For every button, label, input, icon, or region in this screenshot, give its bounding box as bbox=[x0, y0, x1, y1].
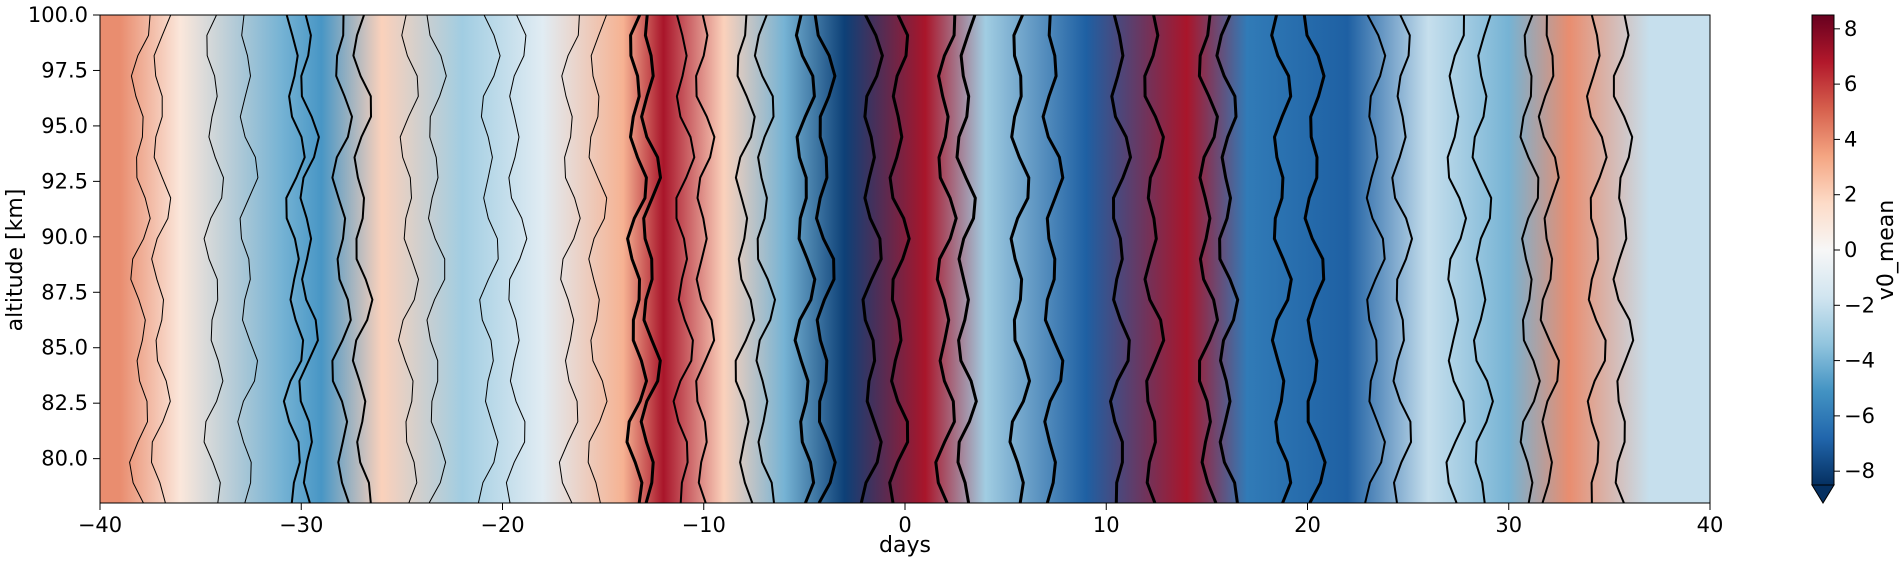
contour-line bbox=[237, 15, 259, 503]
x-tick-label: −10 bbox=[682, 513, 726, 537]
y-tick-label: 95.0 bbox=[41, 114, 88, 138]
contour-line bbox=[1108, 15, 1133, 503]
y-tick-label: 85.0 bbox=[41, 336, 88, 360]
x-tick-label: 30 bbox=[1495, 513, 1522, 537]
heatmap-field bbox=[100, 15, 1710, 503]
y-axis: 80.0 82.5 85.0 87.5 90.0 92.5 95.0 97.5 100.0 bbox=[28, 3, 100, 471]
contour-line bbox=[1215, 15, 1240, 503]
contour-line bbox=[955, 15, 978, 503]
x-tick-label: 10 bbox=[1093, 513, 1120, 537]
y-tick-label: 92.5 bbox=[41, 169, 88, 193]
contour-line bbox=[129, 15, 151, 503]
contour-line bbox=[1008, 15, 1032, 503]
colorbar-bar bbox=[1811, 14, 1835, 486]
contour-line bbox=[734, 15, 756, 503]
contour-line bbox=[1197, 15, 1220, 503]
contour-line bbox=[505, 15, 528, 503]
contour-line bbox=[426, 15, 447, 503]
contour-line bbox=[934, 15, 958, 503]
contour-line bbox=[753, 15, 777, 503]
contour-line bbox=[1302, 15, 1327, 503]
colorbar-extend-triangle bbox=[1811, 484, 1835, 504]
contour-line bbox=[625, 15, 649, 503]
contour-line bbox=[1519, 15, 1541, 503]
colorbar-tick-label: 6 bbox=[1844, 72, 1857, 96]
x-tick-label: 40 bbox=[1697, 513, 1724, 537]
colorbar-label: v0_mean bbox=[1874, 200, 1899, 300]
contour-line bbox=[859, 15, 884, 503]
y-tick-label: 97.5 bbox=[41, 58, 88, 82]
colorbar-ticks: −8 −6 −4 −2 0 2 4 6 8 bbox=[1834, 17, 1875, 483]
colorbar: −8 −6 −4 −2 0 2 4 6 8 v0_mean bbox=[1811, 14, 1899, 504]
contour-line bbox=[331, 15, 354, 503]
y-tick-label: 80.0 bbox=[41, 447, 88, 471]
contour-line bbox=[558, 15, 581, 503]
y-tick-label: 90.0 bbox=[41, 225, 88, 249]
contour-line bbox=[477, 15, 501, 503]
contour-line bbox=[587, 15, 608, 503]
contour-line bbox=[1585, 15, 1608, 503]
y-tick-label: 100.0 bbox=[28, 3, 88, 27]
x-tick-label: 20 bbox=[1294, 513, 1321, 537]
x-tick-label: −30 bbox=[279, 513, 323, 537]
contour-line bbox=[1364, 15, 1387, 503]
colorbar-tick-label: −6 bbox=[1844, 404, 1875, 428]
contour-line bbox=[1537, 15, 1560, 503]
y-tick-label: 87.5 bbox=[41, 280, 88, 304]
contour-line bbox=[298, 15, 320, 503]
contour-line bbox=[1391, 15, 1414, 503]
x-axis: −40 −30 −20 −10 0 10 20 30 40 bbox=[78, 503, 1724, 537]
contour-line bbox=[397, 15, 420, 503]
contour-line bbox=[888, 15, 911, 503]
colorbar-tick-label: −8 bbox=[1844, 459, 1875, 483]
colorbar-tick-label: 8 bbox=[1844, 17, 1857, 41]
contour-line bbox=[793, 15, 817, 503]
contour-line bbox=[695, 15, 716, 503]
plot-area bbox=[99, 14, 1711, 504]
colorbar-tick-label: −4 bbox=[1844, 349, 1875, 373]
colorbar-tick-label: 2 bbox=[1844, 183, 1857, 207]
colorbar-tick-label: 0 bbox=[1844, 238, 1857, 262]
contour-line bbox=[1143, 15, 1166, 503]
contour-line bbox=[1270, 15, 1293, 503]
colorbar-tick-label: 4 bbox=[1844, 127, 1857, 151]
contour-lines bbox=[129, 15, 1635, 503]
colorbar-tick-label: −2 bbox=[1844, 293, 1875, 317]
contour-line bbox=[282, 15, 306, 503]
contour-line bbox=[203, 15, 225, 503]
contour-line bbox=[672, 15, 696, 503]
x-tick-label: −20 bbox=[480, 513, 524, 537]
contour-line bbox=[1041, 15, 1065, 503]
x-axis-label: days bbox=[879, 533, 931, 558]
contour-line bbox=[1471, 15, 1494, 503]
x-tick-label: −40 bbox=[78, 513, 122, 537]
contour-line bbox=[1612, 15, 1635, 503]
x-tick-label: 0 bbox=[898, 513, 911, 537]
contour-line bbox=[639, 15, 663, 503]
contour-line bbox=[150, 15, 172, 503]
y-tick-label: 82.5 bbox=[41, 391, 88, 415]
contour-line bbox=[1445, 15, 1468, 503]
y-axis-label: altitude [km] bbox=[3, 189, 28, 332]
contour-line bbox=[813, 15, 837, 503]
contour-line bbox=[351, 15, 374, 503]
